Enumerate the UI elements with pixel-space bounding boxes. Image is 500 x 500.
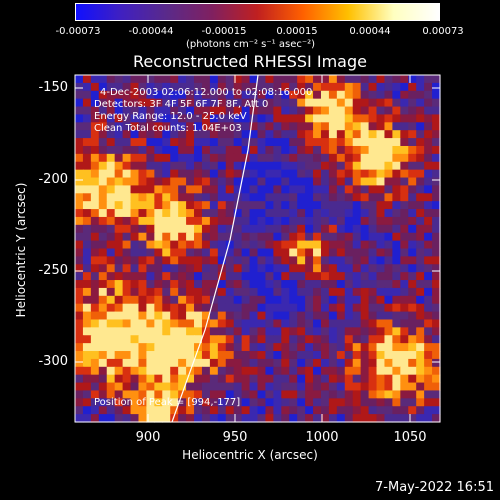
detectors-annotation: Detectors: 3F 4F 5F 6F 7F 8F, Att 0 xyxy=(94,99,269,110)
energy-range-annotation: Energy Range: 12.0 - 25.0 keV xyxy=(94,111,247,122)
colorbar-tick: -0.00044 xyxy=(128,26,174,37)
axis-ticks xyxy=(75,75,440,422)
time-range-annotation: 4-Dec-2003 02:06:12.000 to 02:08:16.000 xyxy=(100,87,313,98)
colorbar-tick: 0.00044 xyxy=(349,26,391,37)
colorbar-tick: 0.00015 xyxy=(276,26,318,37)
colorbar-units: (photons cm⁻² s⁻¹ asec⁻²) xyxy=(186,39,316,50)
clean-counts-annotation: Clean Total counts: 1.04E+03 xyxy=(94,123,242,134)
colorbar-tick: -0.00015 xyxy=(201,26,247,37)
colorbar-tick: -0.00073 xyxy=(55,26,101,37)
x-tick-label: 1050 xyxy=(393,430,427,445)
footer-timestamp: 7-May-2022 16:51 xyxy=(375,480,494,495)
y-tick-label: -150 xyxy=(38,80,68,95)
plot-title: Reconstructed RHESSI Image xyxy=(133,52,367,71)
x-tick-label: 950 xyxy=(222,430,248,445)
x-tick-label: 900 xyxy=(135,430,161,445)
x-tick-label: 1000 xyxy=(305,430,339,445)
solar-limb-line xyxy=(171,74,259,423)
y-tick-label: -300 xyxy=(38,354,68,369)
y-tick-label: -250 xyxy=(38,263,68,278)
y-tick-label: -200 xyxy=(38,172,68,187)
x-axis-label: Heliocentric X (arcsec) xyxy=(182,448,318,462)
colorbar xyxy=(75,3,440,21)
plot-frame xyxy=(74,74,441,423)
heatmap-image xyxy=(75,75,441,423)
y-axis-label: Heliocentric Y (arcsec) xyxy=(14,182,28,318)
peak-position-annotation: Position of Peak = [994,-177] xyxy=(94,397,241,408)
colorbar-tick: 0.00073 xyxy=(422,26,464,37)
